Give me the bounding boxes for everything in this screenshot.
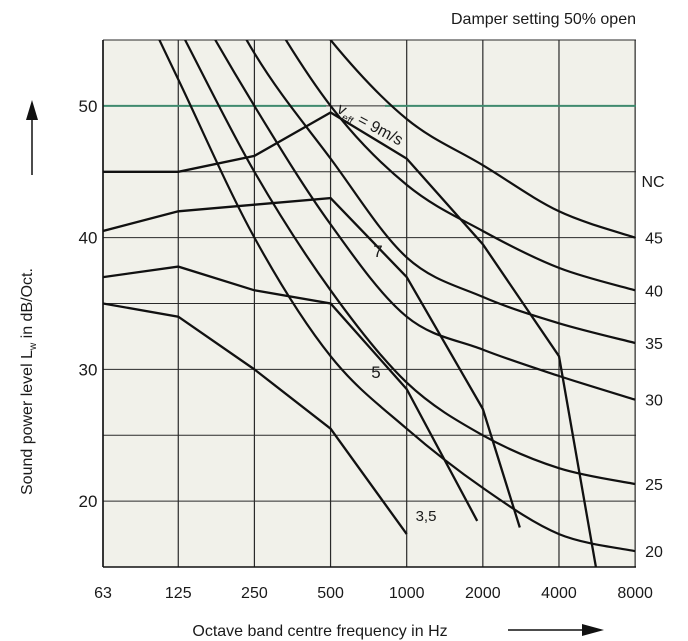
series-label-7: 7: [373, 242, 382, 261]
x-tick-label: 63: [94, 585, 112, 602]
chart-title: Damper setting 50% open: [451, 11, 636, 28]
x-arrow-head: [582, 624, 604, 636]
nc-curve-label: 45: [645, 231, 663, 248]
series-label-5: 5: [371, 363, 380, 382]
velocity-series-line: [103, 111, 598, 567]
nc-curve: [183, 40, 636, 486]
y-arrow-head: [26, 100, 38, 120]
nc-curve: [158, 40, 636, 553]
y-axis-title: Sound power level Lw in dB/Oct.: [19, 268, 39, 495]
series-label-3-5: 3,5: [416, 508, 437, 525]
x-tick-label: 500: [317, 585, 344, 602]
nc-curve: [284, 40, 636, 292]
nc-header-label: NC: [641, 174, 664, 191]
y-tick-label: 20: [79, 492, 98, 511]
y-tick-label: 30: [79, 360, 98, 379]
x-axis-title: Octave band centre frequency in Hz: [192, 623, 447, 640]
nc-curve-label: 25: [645, 477, 663, 494]
x-tick-label: 1000: [389, 585, 425, 602]
y-tick-label: 50: [79, 97, 98, 116]
velocity-series: [103, 111, 598, 567]
nc-curve-label: 30: [645, 393, 663, 410]
nc-curves: [158, 40, 636, 553]
x-tick-label: 125: [165, 585, 192, 602]
nc-curve-label: 35: [645, 336, 663, 353]
velocity-series-line: [103, 196, 521, 528]
nc-curve-label: 40: [645, 283, 663, 300]
velocity-series-line: [103, 265, 479, 522]
nc-curve: [214, 40, 636, 401]
x-tick-label: 8000: [617, 585, 653, 602]
nc-curve: [329, 40, 636, 239]
x-tick-label: 250: [241, 585, 268, 602]
velocity-series-line: [103, 302, 408, 535]
y-tick-label: 40: [79, 229, 98, 248]
y-axis-title-text: Sound power level Lw in dB/Oct.: [19, 268, 39, 495]
nc-curve-label: 20: [645, 544, 663, 561]
x-tick-label: 2000: [465, 585, 501, 602]
x-tick-label: 4000: [541, 585, 577, 602]
